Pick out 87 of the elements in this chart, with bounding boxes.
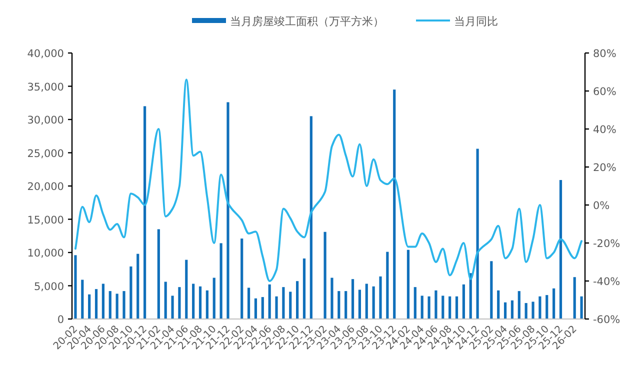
bar [324, 232, 326, 319]
bar [365, 284, 368, 319]
bar [136, 254, 140, 319]
bar [206, 290, 208, 319]
bar [296, 281, 299, 319]
bar [212, 278, 216, 319]
y2-tick-label: -60% [593, 314, 620, 326]
bar [386, 252, 389, 319]
bar [74, 255, 77, 319]
y-tick-label: 5,000 [34, 280, 64, 293]
bar [406, 250, 410, 319]
y2-tick-label: 60% [593, 86, 616, 98]
y-tick-label: 30,000 [27, 114, 64, 126]
bar [338, 291, 340, 319]
bar [192, 284, 195, 319]
bar [538, 296, 542, 319]
y-tick-label: 15,000 [27, 214, 64, 226]
bar [532, 302, 534, 319]
bar [462, 284, 465, 319]
line-series [74, 78, 583, 282]
y-tick-label: 20,000 [27, 181, 64, 193]
y2-tick-label: -40% [593, 276, 620, 288]
bar [220, 243, 222, 319]
bar [268, 284, 271, 319]
y2-tick-label: -20% [593, 238, 620, 250]
bar [254, 298, 258, 319]
bar [497, 290, 500, 319]
bar [247, 288, 250, 319]
bar [351, 279, 354, 319]
bar [455, 296, 458, 319]
bar [261, 297, 264, 319]
bar [573, 277, 576, 319]
bar [358, 290, 361, 319]
bar [185, 260, 188, 319]
bar [164, 282, 167, 319]
bar [420, 296, 424, 319]
bar [442, 296, 444, 319]
bar [289, 292, 292, 319]
bar [379, 276, 382, 319]
y-tick-label: 0 [57, 314, 64, 326]
bar [524, 303, 528, 319]
bar [344, 291, 348, 319]
y2-tick-label: 20% [593, 162, 616, 174]
y2-tick-label: 80% [593, 48, 616, 60]
bar [143, 106, 146, 319]
bar [81, 280, 84, 319]
legend-label: 当月同比 [454, 15, 498, 28]
bar [552, 288, 556, 319]
bar [94, 289, 98, 319]
bar [122, 291, 126, 319]
bar [171, 296, 174, 319]
y-tick-label: 25,000 [27, 148, 64, 160]
bar [88, 294, 91, 319]
y2-tick-label: 0% [593, 200, 610, 212]
bar [476, 148, 479, 319]
bar [330, 278, 334, 319]
bar [310, 116, 312, 319]
bar [116, 294, 118, 319]
bar [546, 295, 548, 319]
bar [393, 90, 396, 319]
bar [178, 287, 181, 319]
bar [490, 261, 493, 319]
y-tick-label: 10,000 [27, 248, 64, 260]
legend-label: 当月房屋竣工面积（万平方米） [230, 15, 384, 28]
bar [580, 296, 583, 319]
bar [504, 302, 507, 319]
bar [302, 258, 306, 319]
y2-tick-label: 40% [593, 124, 616, 136]
bar [157, 229, 160, 319]
y-tick-label: 40,000 [27, 48, 64, 60]
bar [518, 291, 520, 319]
y-tick-label: 35,000 [27, 81, 64, 94]
bar [448, 296, 452, 319]
bar [198, 286, 202, 319]
bar [275, 296, 278, 319]
bar [372, 286, 375, 319]
bar [130, 266, 132, 319]
bar [240, 238, 244, 319]
bar [226, 102, 230, 319]
bar [414, 287, 416, 319]
bar [559, 180, 562, 319]
bar [428, 296, 430, 319]
bar [434, 290, 438, 319]
bar [510, 300, 514, 319]
bar [282, 287, 285, 319]
bar [102, 284, 104, 319]
bar [108, 291, 112, 319]
